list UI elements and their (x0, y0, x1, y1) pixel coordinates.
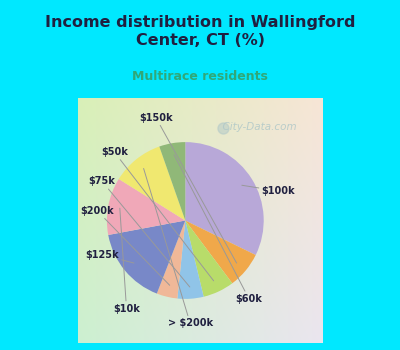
Text: $200k: $200k (80, 206, 170, 285)
Wedge shape (185, 220, 256, 283)
Text: Income distribution in Wallingford
Center, CT (%): Income distribution in Wallingford Cente… (45, 15, 355, 48)
Text: City-Data.com: City-Data.com (216, 122, 297, 132)
Wedge shape (107, 179, 185, 235)
Wedge shape (159, 142, 185, 220)
Text: > $200k: > $200k (144, 168, 213, 328)
Text: $10k: $10k (113, 208, 140, 314)
Wedge shape (108, 220, 185, 294)
Text: $150k: $150k (139, 113, 236, 263)
Wedge shape (185, 220, 232, 297)
Wedge shape (185, 142, 264, 255)
Text: $75k: $75k (88, 176, 190, 287)
Text: Multirace residents: Multirace residents (132, 70, 268, 83)
Wedge shape (157, 220, 185, 299)
Text: $50k: $50k (101, 147, 214, 281)
Wedge shape (119, 147, 185, 220)
Text: $60k: $60k (174, 155, 262, 304)
Wedge shape (177, 220, 204, 299)
Text: $125k: $125k (85, 250, 134, 263)
Text: $100k: $100k (242, 185, 295, 196)
